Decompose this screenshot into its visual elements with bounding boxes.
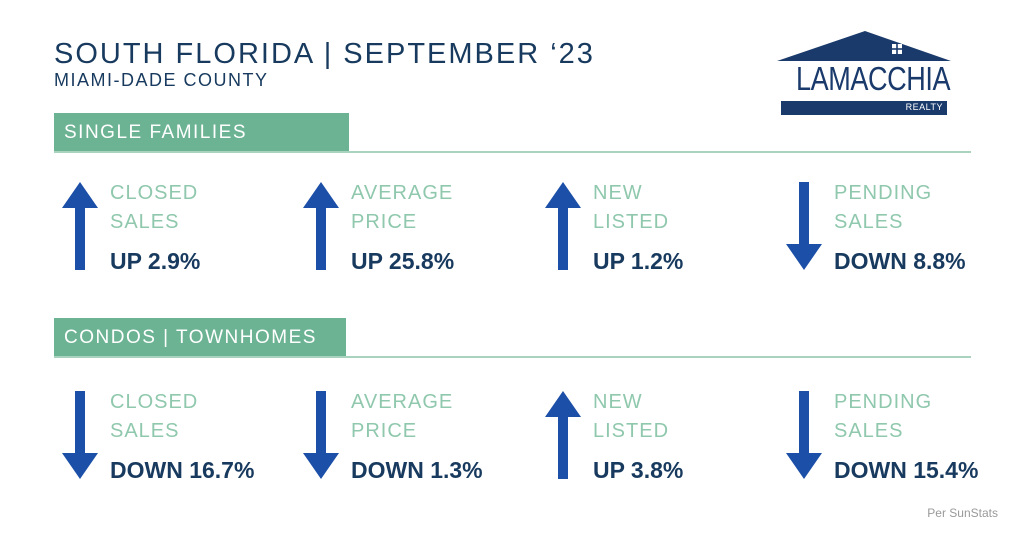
stat-label: LISTED xyxy=(593,211,670,233)
arrow-up-icon xyxy=(545,391,581,479)
stat-value: UP 1.2% xyxy=(593,248,684,274)
stat-value: DOWN 15.4% xyxy=(834,457,979,483)
arrow-down-icon xyxy=(62,391,98,479)
stat-condo-average-price: AVERAGE PRICE DOWN 1.3% xyxy=(303,391,503,491)
stat-value: UP 2.9% xyxy=(110,248,201,274)
source-note: Per SunStats xyxy=(927,506,998,520)
arrow-up-icon xyxy=(545,182,581,270)
logo-tagline: REALTY xyxy=(905,102,943,112)
section-band xyxy=(54,318,346,356)
stat-label: SALES xyxy=(110,420,180,442)
stat-label: SALES xyxy=(834,420,904,442)
stat-label: AVERAGE xyxy=(351,182,454,204)
stat-label: PENDING xyxy=(834,182,933,204)
stat-condo-pending-sales: PENDING SALES DOWN 15.4% xyxy=(786,391,986,491)
section-divider xyxy=(54,151,971,153)
stat-sf-closed-sales: CLOSED SALES UP 2.9% xyxy=(62,182,262,282)
arrow-down-icon xyxy=(786,182,822,270)
arrow-down-icon xyxy=(303,391,339,479)
stat-label: LISTED xyxy=(593,420,670,442)
page-subtitle: MIAMI-DADE COUNTY xyxy=(54,70,269,90)
stat-label: PRICE xyxy=(351,211,418,233)
section-band xyxy=(54,113,349,151)
section-label: SINGLE FAMILIES xyxy=(64,122,247,143)
page-title: SOUTH FLORIDA | SEPTEMBER ‘23 xyxy=(54,38,595,70)
stat-label: PENDING xyxy=(834,391,933,413)
brand-logo: LAMACCHIA REALTY xyxy=(775,30,953,116)
stat-sf-average-price: AVERAGE PRICE UP 25.8% xyxy=(303,182,503,282)
stat-label: PRICE xyxy=(351,420,418,442)
section-single-families: SINGLE FAMILIES xyxy=(54,113,971,153)
stat-sf-pending-sales: PENDING SALES DOWN 8.8% xyxy=(786,182,986,282)
stat-value: DOWN 8.8% xyxy=(834,248,966,274)
stat-sf-new-listed: NEW LISTED UP 1.2% xyxy=(545,182,745,282)
stat-label: NEW xyxy=(593,182,643,204)
stat-condo-closed-sales: CLOSED SALES DOWN 16.7% xyxy=(62,391,262,491)
stat-value: DOWN 16.7% xyxy=(110,457,255,483)
stat-condo-new-listed: NEW LISTED UP 3.8% xyxy=(545,391,745,491)
stat-label: NEW xyxy=(593,391,643,413)
arrow-up-icon xyxy=(303,182,339,270)
arrow-up-icon xyxy=(62,182,98,270)
logo-wordmark: LAMACCHIA xyxy=(795,60,951,97)
section-divider xyxy=(54,356,971,358)
arrow-down-icon xyxy=(786,391,822,479)
stat-value: UP 25.8% xyxy=(351,248,455,274)
stat-label: CLOSED xyxy=(110,182,199,204)
stat-label: CLOSED xyxy=(110,391,199,413)
stat-label: AVERAGE xyxy=(351,391,454,413)
section-condos-townhomes: CONDOS | TOWNHOMES xyxy=(54,318,971,358)
stat-value: UP 3.8% xyxy=(593,457,684,483)
stat-label: SALES xyxy=(110,211,180,233)
section-label: CONDOS | TOWNHOMES xyxy=(64,327,317,348)
stat-value: DOWN 1.3% xyxy=(351,457,483,483)
stat-label: SALES xyxy=(834,211,904,233)
house-roof-icon xyxy=(777,31,951,115)
